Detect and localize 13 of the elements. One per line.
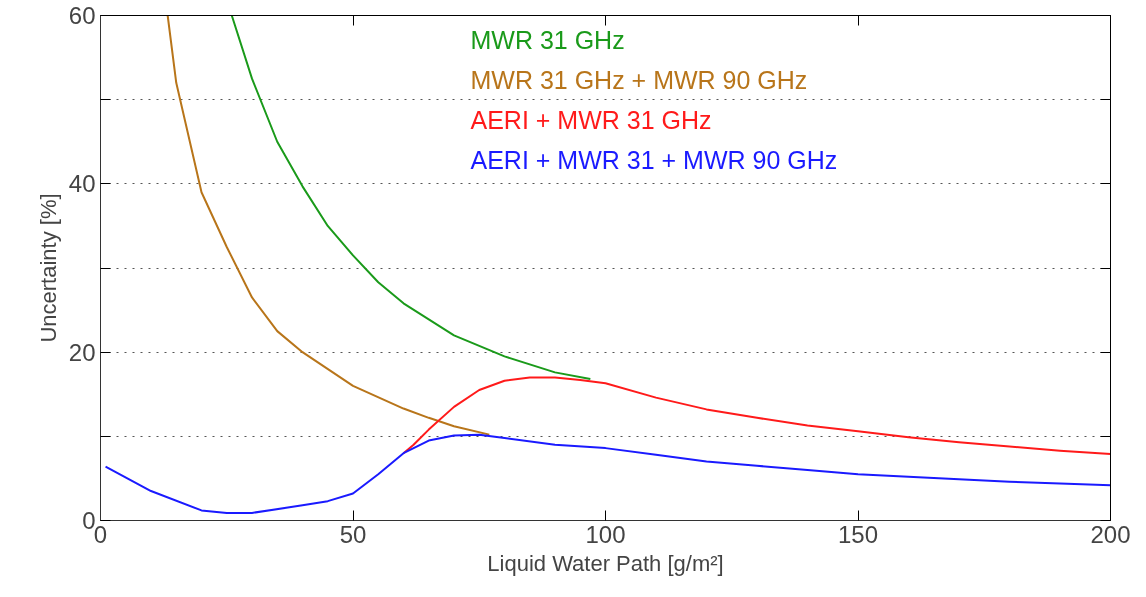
text: AERI + MWR 31 GHz [470,105,712,134]
text: MWR 31 GHz + MWR 90 GHz [470,65,808,94]
text: AERI + MWR 31 + MWR 90 GHz [470,145,838,174]
text: MWR 31 GHz [470,25,625,54]
x-tick-label: 50 [339,520,367,548]
x-tick-label: 100 [585,520,626,548]
y-tick-label: 60 [68,2,96,29]
x-axis-title: Liquid Water Path [g/m²] [487,550,724,576]
x-tick-label: 150 [837,520,879,548]
y-axis-title: Uncertainty [%] [35,193,61,343]
x-tick-label: 200 [1090,520,1131,548]
y-tick-label: 20 [68,338,96,366]
y-tick-label: 40 [68,170,96,198]
